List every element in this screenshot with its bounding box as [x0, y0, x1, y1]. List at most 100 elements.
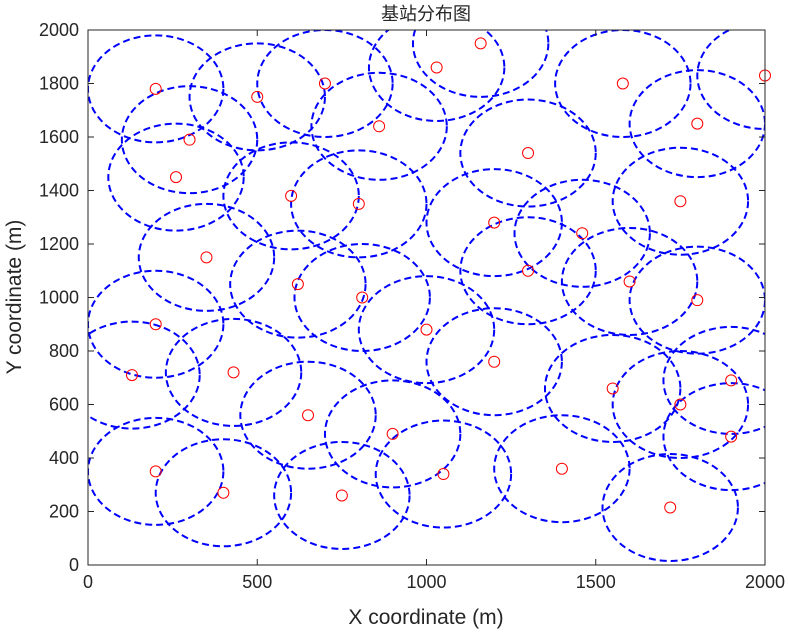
y-tick-label: 1800: [39, 74, 79, 94]
y-tick-label: 600: [49, 395, 79, 415]
station-point: [674, 195, 687, 208]
y-tick-label: 0: [69, 555, 79, 575]
chart-title: 基站分布图: [381, 4, 471, 25]
coverage-circle: [425, 168, 563, 278]
base-station-points: [126, 37, 771, 514]
station-point: [170, 171, 183, 184]
station-point: [623, 275, 636, 288]
coverage-circle: [560, 226, 699, 336]
station-point: [352, 197, 365, 210]
station-point: [200, 251, 213, 264]
coverage-circle: [137, 202, 276, 312]
coverage-circle: [611, 350, 750, 459]
station-point: [318, 77, 331, 90]
station-point: [488, 216, 501, 229]
coverage-circle: [290, 149, 428, 259]
station-point: [522, 147, 535, 160]
station-point: [691, 294, 704, 307]
station-point: [126, 369, 139, 382]
y-tick-label: 1600: [39, 127, 79, 147]
coverage-circle: [107, 122, 245, 232]
coverage-circle: [222, 141, 360, 251]
coverage-circle: [425, 307, 563, 417]
station-point: [291, 278, 304, 291]
coverage-circle: [493, 414, 631, 524]
station-point: [474, 37, 487, 50]
coverage-circle: [188, 42, 326, 152]
y-tick-label: 1200: [39, 234, 79, 254]
station-point: [183, 133, 196, 146]
coverage-circle: [164, 317, 303, 427]
coverage-circle: [88, 269, 225, 379]
coverage-circle: [543, 333, 682, 443]
coverage-circle: [601, 452, 739, 562]
station-point: [217, 486, 230, 499]
coverage-circle: [239, 360, 377, 470]
station-point: [437, 468, 450, 481]
coverage-circle: [513, 178, 651, 288]
station-point: [522, 264, 535, 277]
coverage-circle: [411, 30, 550, 98]
coverage-circle: [459, 216, 597, 326]
coverage-circle: [459, 98, 597, 208]
station-point: [373, 120, 386, 133]
coverage-circle: [229, 229, 367, 339]
station-point: [149, 318, 162, 331]
coverage-circle: [256, 30, 394, 138]
station-point: [227, 366, 240, 379]
x-tick-label: 1500: [576, 572, 616, 592]
station-point: [356, 291, 369, 304]
coverage-circle: [293, 243, 431, 352]
station-point: [302, 409, 315, 422]
station-point: [335, 489, 348, 502]
station-point: [251, 90, 264, 103]
y-tick-label: 1400: [39, 181, 79, 201]
x-tick-label: 0: [83, 572, 93, 592]
station-point: [555, 462, 568, 475]
station-point: [664, 501, 677, 514]
station-point: [386, 427, 399, 440]
station-point: [149, 82, 162, 95]
coverage-circle: [154, 438, 293, 548]
station-point: [725, 374, 738, 387]
y-tick-label: 400: [49, 448, 79, 468]
coverage-circle: [696, 30, 765, 130]
coverage-circle: [611, 146, 750, 256]
plot-background: [88, 30, 765, 565]
axis-ticks: 0 500 1000 1500 2000 0 200 400 600 800 1000 1200 140…: [39, 20, 785, 592]
coverage-circle: [323, 379, 462, 489]
coverage-circle: [310, 71, 448, 181]
coverage-circle: [554, 30, 692, 138]
coverage-circle: [662, 382, 765, 492]
coverage-circle: [88, 34, 225, 144]
coverage-circle: [367, 30, 506, 122]
coverage-circle: [662, 325, 765, 435]
x-tick-label: 500: [242, 572, 272, 592]
station-point: [420, 323, 433, 336]
coverage-circle: [273, 440, 411, 550]
x-tick-label: 1000: [406, 572, 446, 592]
station-point: [285, 189, 298, 202]
station-point: [674, 398, 687, 411]
y-axis-label: Y coordinate (m): [3, 220, 26, 375]
x-tick-label: 2000: [745, 572, 785, 592]
station-point: [576, 227, 589, 240]
y-tick-label: 800: [49, 341, 79, 361]
station-point: [691, 117, 704, 130]
station-point: [606, 382, 619, 395]
y-tick-label: 1000: [39, 288, 79, 308]
coverage-circle: [88, 416, 225, 526]
station-point: [149, 465, 162, 478]
station-point: [616, 77, 629, 90]
coverage-circle: [374, 419, 513, 529]
y-tick-label: 2000: [39, 20, 79, 40]
station-point: [488, 355, 501, 368]
station-point: [725, 430, 738, 443]
coverage-circles: [88, 30, 765, 562]
coverage-circle: [357, 275, 496, 385]
x-axis-label: X coordinate (m): [348, 606, 503, 629]
coverage-circle: [120, 85, 259, 195]
y-tick-label: 200: [49, 502, 79, 522]
station-point: [430, 61, 443, 74]
